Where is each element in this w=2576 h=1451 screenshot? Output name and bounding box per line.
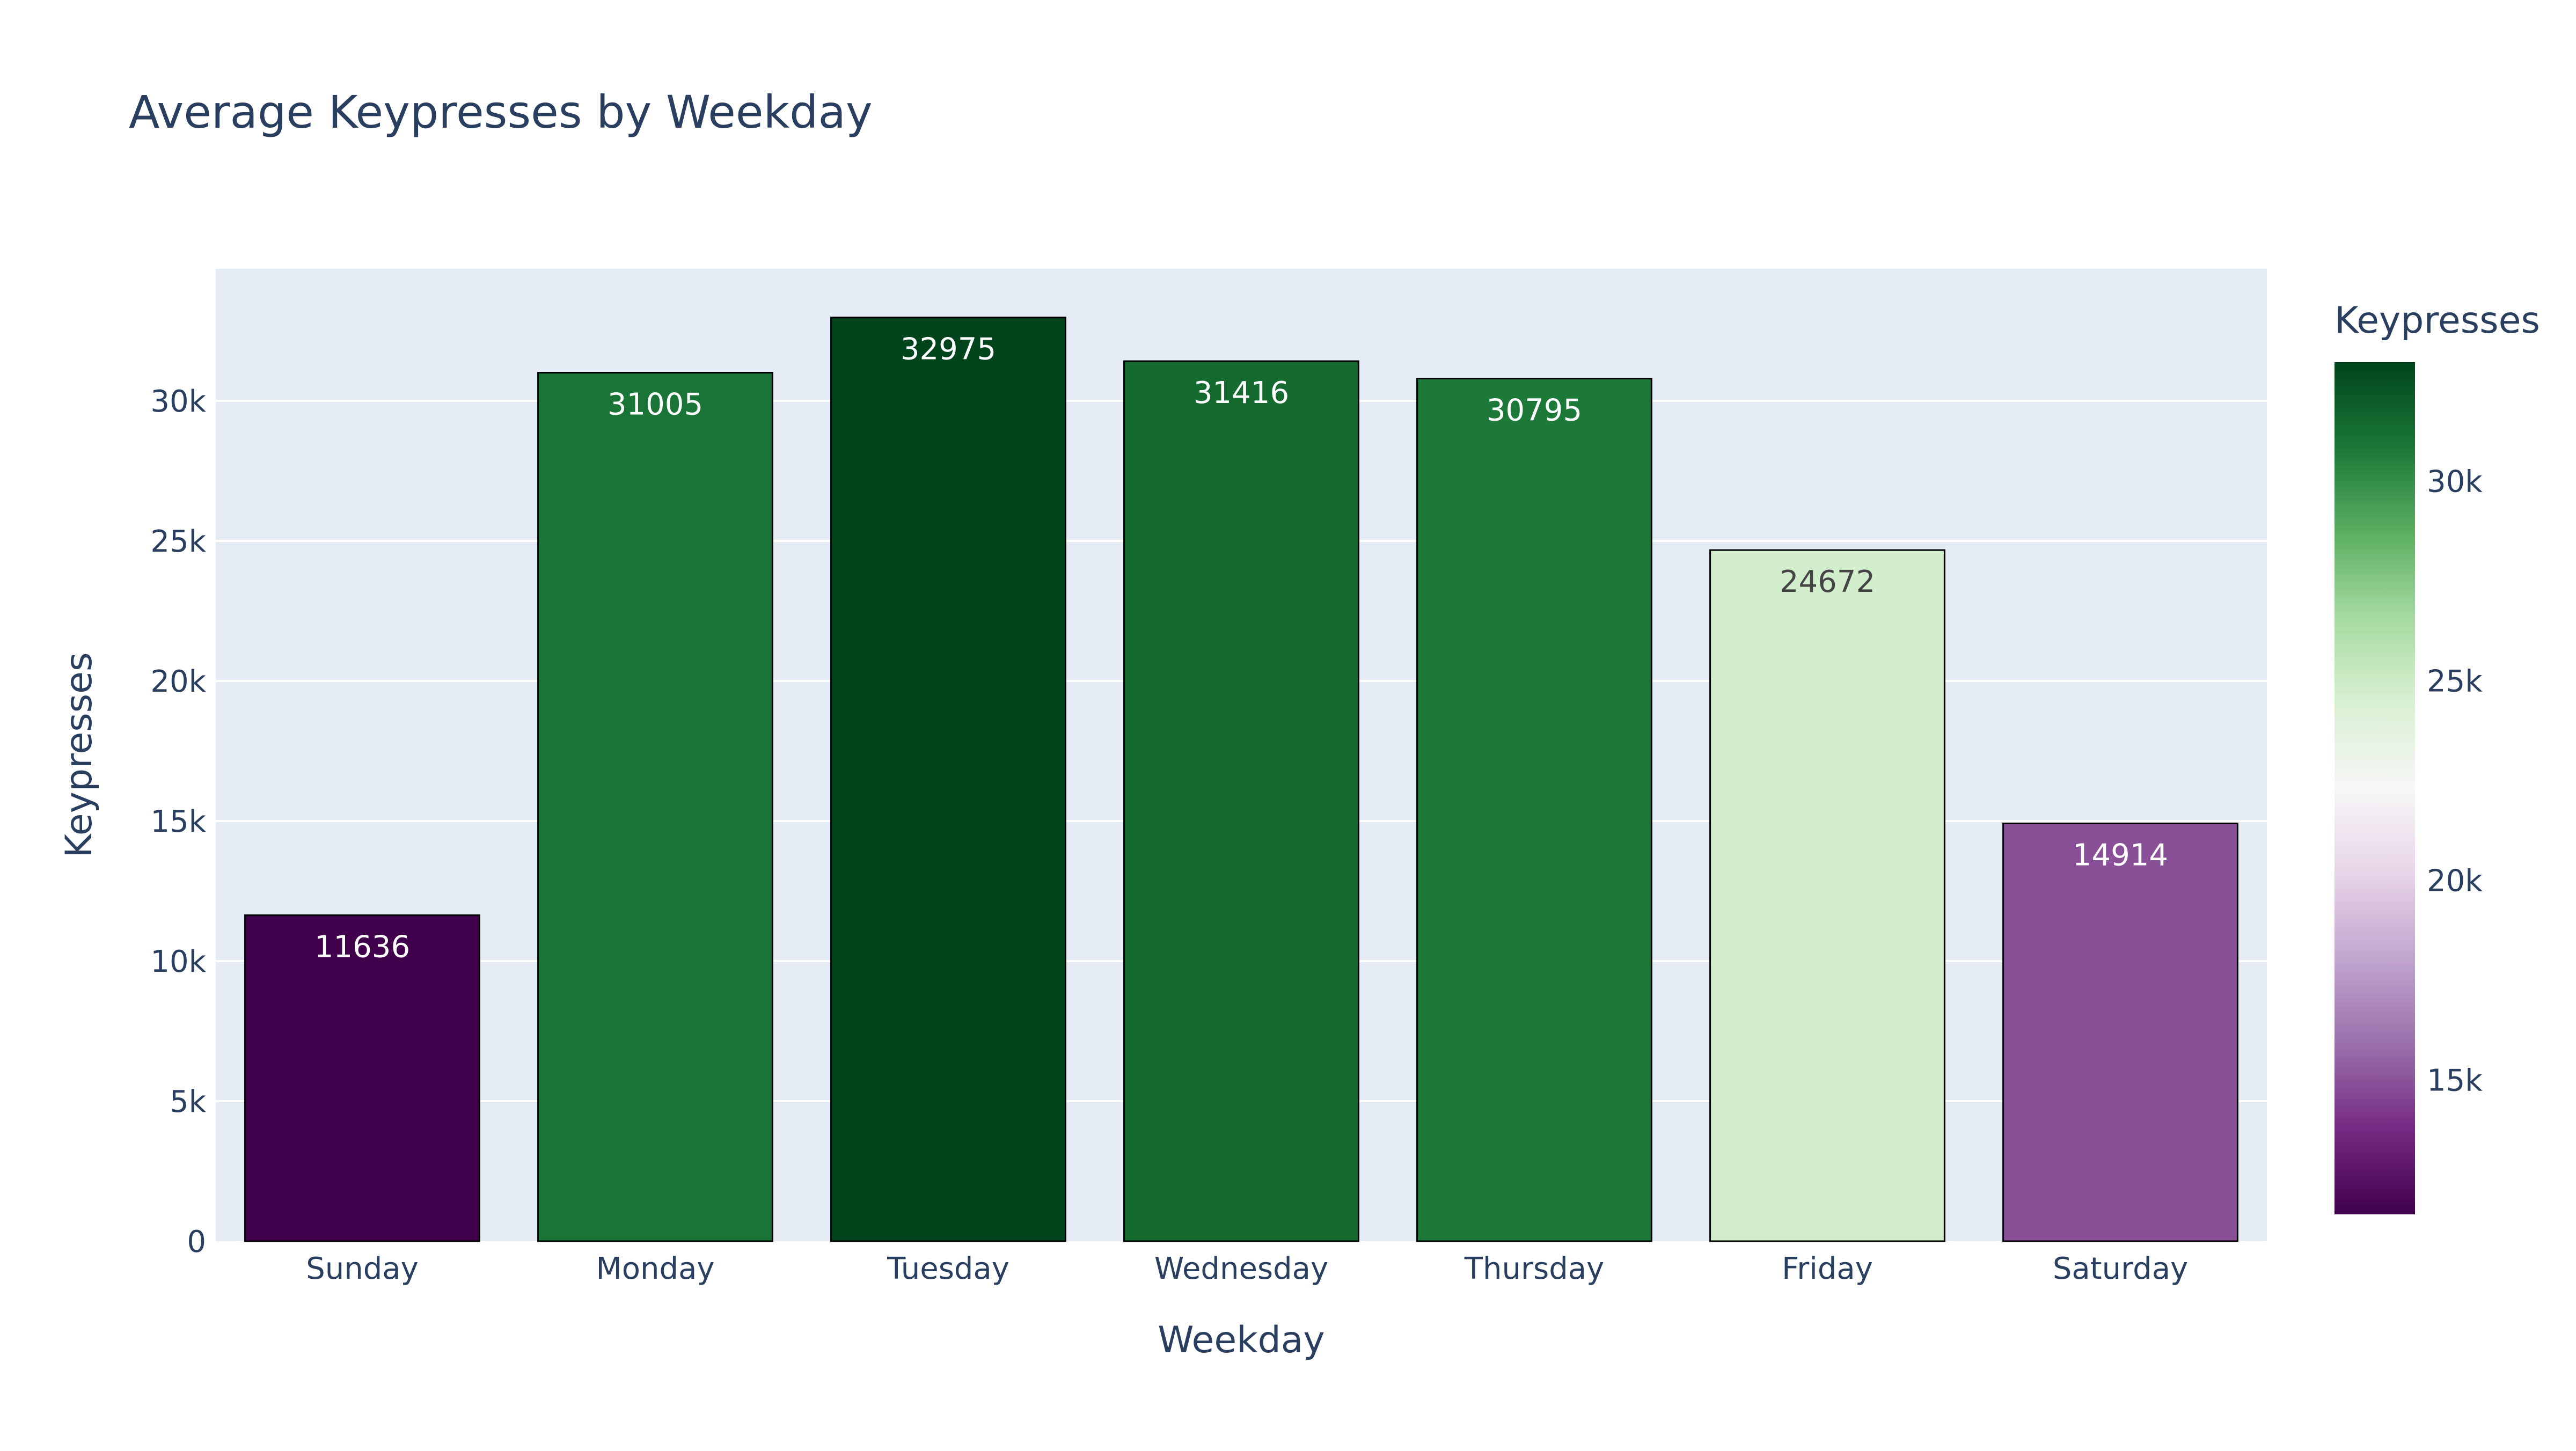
bar-wednesday[interactable] xyxy=(1123,360,1359,1242)
bar-value-label: 32975 xyxy=(901,332,996,367)
colorbar xyxy=(2334,362,2415,1214)
bar-value-label: 31416 xyxy=(1194,376,1289,411)
colorbar-tick-label: 25k xyxy=(2427,664,2483,699)
x-tick-label: Monday xyxy=(596,1251,714,1286)
bars-group xyxy=(244,317,2238,1242)
bar-tuesday[interactable] xyxy=(830,317,1066,1242)
x-tick-label: Friday xyxy=(1782,1251,1873,1286)
chart-title: Average Keypresses by Weekday xyxy=(129,86,873,138)
bar-sunday[interactable] xyxy=(244,914,480,1242)
x-tick-label: Sunday xyxy=(306,1251,419,1286)
bar-value-label: 31005 xyxy=(608,387,703,422)
x-tick-label: Tuesday xyxy=(887,1251,1009,1286)
y-tick-label: 30k xyxy=(150,384,206,419)
colorbar-tick-label: 15k xyxy=(2427,1064,2483,1098)
bar-thursday[interactable] xyxy=(1416,377,1652,1242)
colorbar-title: Keypresses xyxy=(2334,299,2540,342)
x-axis-ticks: Sunday Monday Tuesday Wednesday Thursday Frid… xyxy=(306,1251,2188,1286)
colorbar-tick-label: 20k xyxy=(2427,864,2483,899)
x-tick-label: Thursday xyxy=(1464,1251,1604,1286)
bar-saturday[interactable] xyxy=(2002,822,2238,1242)
y-axis-label: Keypresses xyxy=(58,653,100,858)
bar-value-labels: 11636 31005 32975 31416 30795 24672 14914 xyxy=(314,332,2168,965)
bar-monday[interactable] xyxy=(537,372,773,1242)
y-tick-label: 10k xyxy=(150,944,206,979)
y-tick-label: 0 xyxy=(187,1225,206,1259)
bar-value-label: 24672 xyxy=(1780,565,1875,599)
y-tick-label: 20k xyxy=(150,664,206,699)
y-tick-label: 5k xyxy=(170,1084,207,1119)
bar-value-label: 14914 xyxy=(2073,838,2168,873)
colorbar-ticks: 15k 20k 25k 30k xyxy=(2427,464,2483,1098)
colorbar-tick-label: 30k xyxy=(2427,464,2483,499)
x-tick-label: Saturday xyxy=(2053,1251,2188,1286)
y-tick-label: 15k xyxy=(150,804,206,839)
bar-friday[interactable] xyxy=(1709,549,1945,1242)
bar-value-label: 11636 xyxy=(314,930,410,965)
bar-value-label: 30795 xyxy=(1487,393,1582,428)
x-axis-label: Weekday xyxy=(1158,1319,1324,1361)
y-axis-ticks: 0 5k 10k 15k 20k 25k 30k xyxy=(150,384,206,1259)
y-tick-label: 25k xyxy=(150,524,206,559)
x-tick-label: Wednesday xyxy=(1154,1251,1328,1286)
